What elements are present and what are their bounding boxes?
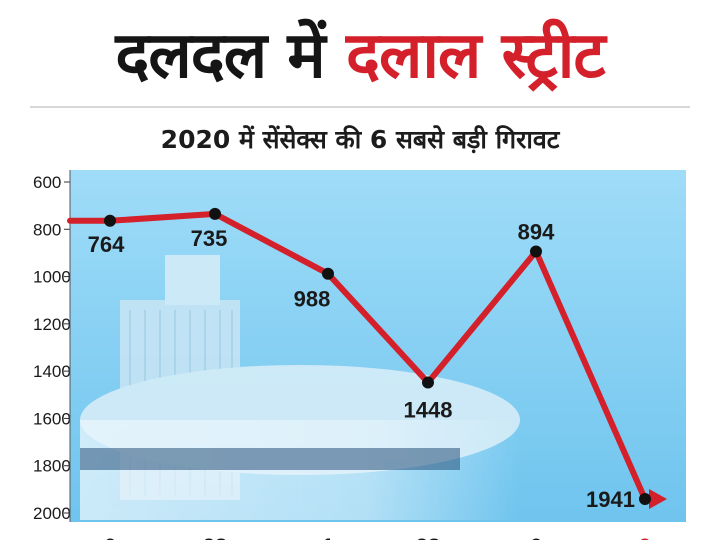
- x-category-label: 9: [639, 534, 651, 540]
- x-category-label: 1: [322, 534, 334, 540]
- data-label: 1941: [586, 487, 635, 512]
- y-tick-label: 1000: [33, 268, 71, 287]
- y-axis: 600 800 1000 1200 1400 1600 1800 2000: [33, 170, 71, 523]
- data-label: 894: [518, 220, 555, 245]
- data-point: [322, 267, 334, 280]
- data-markers: [104, 207, 667, 510]
- y-tick-label: 800: [33, 220, 61, 239]
- y-tick-label: 1600: [33, 409, 71, 428]
- y-tick-label: 1200: [33, 315, 71, 334]
- data-point: [104, 214, 116, 227]
- trend-arrow-icon: [649, 489, 667, 510]
- headline: दलदल में दलाल स्ट्रीट: [0, 18, 720, 94]
- data-point: [422, 376, 434, 389]
- data-label: 1448: [404, 397, 453, 422]
- data-point: [639, 493, 651, 506]
- data-labels: 764 735 988 1448 894 1941: [88, 220, 635, 513]
- x-category-label: 28: [203, 534, 227, 540]
- data-point: [530, 245, 542, 258]
- x-category-label: 6: [104, 534, 116, 540]
- data-label: 988: [294, 287, 331, 312]
- x-category-label: 28: [416, 534, 440, 540]
- headline-part2: दलाल स्ट्रीट: [345, 19, 606, 93]
- title-divider: [30, 106, 690, 108]
- chart-title: 2020 में सेंसेक्स की 6 सबसे बड़ी गिरावट: [160, 125, 560, 154]
- x-axis: 6 28 1 28 6 9: [104, 534, 651, 540]
- headline-part1: दलदल में: [115, 19, 325, 93]
- y-tick-label: 2000: [33, 504, 71, 523]
- data-label: 735: [191, 226, 228, 251]
- y-tick-label: 600: [33, 173, 61, 192]
- x-category-label: 6: [530, 534, 542, 540]
- stock-exchange-building-image: [80, 255, 520, 520]
- y-tick-label: 1800: [33, 457, 71, 476]
- y-tick-label: 1400: [33, 362, 71, 381]
- data-label: 764: [88, 232, 125, 257]
- data-point: [209, 207, 221, 220]
